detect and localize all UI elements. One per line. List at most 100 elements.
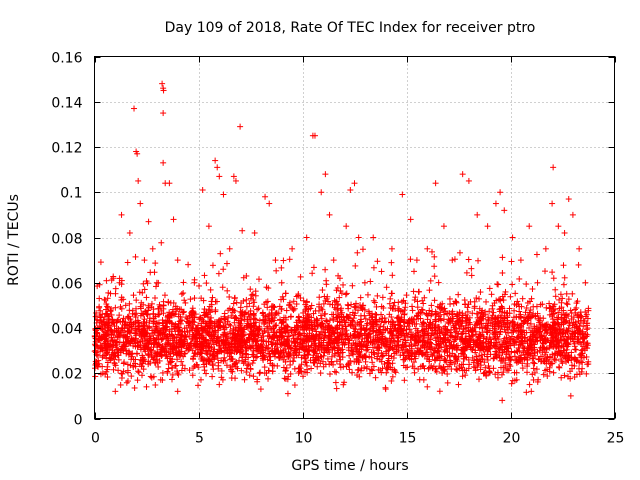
data-point xyxy=(573,346,580,353)
data-point xyxy=(355,234,362,241)
data-point xyxy=(287,370,294,377)
data-point xyxy=(272,257,279,264)
data-point xyxy=(286,333,293,340)
data-point xyxy=(136,289,143,296)
data-point xyxy=(584,342,591,349)
data-point xyxy=(197,376,204,383)
data-point xyxy=(364,291,371,298)
data-point xyxy=(473,295,480,302)
data-point xyxy=(316,294,323,301)
data-point xyxy=(309,270,316,277)
data-point xyxy=(219,284,226,291)
data-point xyxy=(403,292,410,299)
data-point xyxy=(226,321,233,328)
data-point xyxy=(387,295,394,302)
data-point xyxy=(178,291,185,298)
data-point xyxy=(232,375,239,382)
data-point xyxy=(352,304,359,311)
data-point xyxy=(475,257,482,264)
data-point xyxy=(511,307,518,314)
data-point xyxy=(203,370,210,377)
data-point xyxy=(374,292,381,299)
chart-title: Day 109 of 2018, Rate Of TEC Index for r… xyxy=(165,20,536,36)
data-point xyxy=(282,290,289,297)
data-point xyxy=(231,295,238,302)
data-point xyxy=(181,297,188,304)
data-point xyxy=(152,381,159,388)
data-point xyxy=(401,377,408,384)
data-point xyxy=(248,292,255,299)
data-point xyxy=(266,200,273,207)
data-point xyxy=(565,313,572,320)
data-point xyxy=(164,368,171,375)
data-point xyxy=(256,370,263,377)
data-point xyxy=(342,323,349,330)
data-point xyxy=(261,364,268,371)
data-point xyxy=(362,315,369,322)
data-point xyxy=(251,299,258,306)
data-point xyxy=(476,376,483,383)
data-point xyxy=(216,381,223,388)
data-point xyxy=(251,315,258,322)
data-point xyxy=(137,200,144,207)
data-point xyxy=(436,388,443,395)
data-point xyxy=(159,80,166,87)
data-point xyxy=(556,296,563,303)
data-point xyxy=(297,273,304,280)
data-point xyxy=(484,223,491,230)
data-point xyxy=(149,245,156,252)
data-point xyxy=(435,279,442,286)
data-point xyxy=(498,364,505,371)
data-point xyxy=(333,369,340,376)
data-point xyxy=(220,191,227,198)
data-point xyxy=(201,272,208,279)
data-point xyxy=(143,278,150,285)
data-point xyxy=(559,295,566,302)
data-point xyxy=(409,303,416,310)
data-point xyxy=(551,356,558,363)
data-point xyxy=(340,281,347,288)
data-point xyxy=(356,373,363,380)
data-point xyxy=(217,250,224,257)
data-point xyxy=(431,263,438,270)
data-point xyxy=(389,272,396,279)
data-point xyxy=(404,364,411,371)
data-point xyxy=(483,298,490,305)
data-point xyxy=(497,297,504,304)
data-point xyxy=(92,313,99,320)
data-point xyxy=(323,295,330,302)
data-point xyxy=(551,319,558,326)
data-point xyxy=(541,351,548,358)
data-point xyxy=(347,357,354,364)
data-point xyxy=(254,306,261,313)
data-point xyxy=(560,307,567,314)
data-point xyxy=(300,297,307,304)
data-point xyxy=(158,239,165,246)
data-point xyxy=(453,299,460,306)
data-point xyxy=(141,286,148,293)
data-point xyxy=(290,298,297,305)
y-axis-title: ROTI / TECUs xyxy=(6,194,22,286)
data-point xyxy=(319,287,326,294)
data-point xyxy=(300,373,307,380)
data-point xyxy=(220,266,227,273)
y-tick-label: 0.08 xyxy=(51,232,82,248)
data-point xyxy=(349,282,356,289)
data-point xyxy=(367,278,374,285)
data-point xyxy=(557,291,564,298)
data-point xyxy=(462,311,469,318)
data-point xyxy=(259,309,266,316)
data-point xyxy=(509,281,516,288)
data-point xyxy=(486,285,493,292)
data-point xyxy=(531,360,538,367)
data-point xyxy=(303,298,310,305)
data-point xyxy=(352,262,359,269)
data-point xyxy=(550,164,557,171)
data-point xyxy=(205,223,212,230)
data-point xyxy=(383,284,390,291)
data-point xyxy=(463,269,470,276)
data-point xyxy=(251,229,258,236)
data-point xyxy=(143,383,150,390)
data-point xyxy=(494,374,501,381)
data-point xyxy=(333,358,340,365)
